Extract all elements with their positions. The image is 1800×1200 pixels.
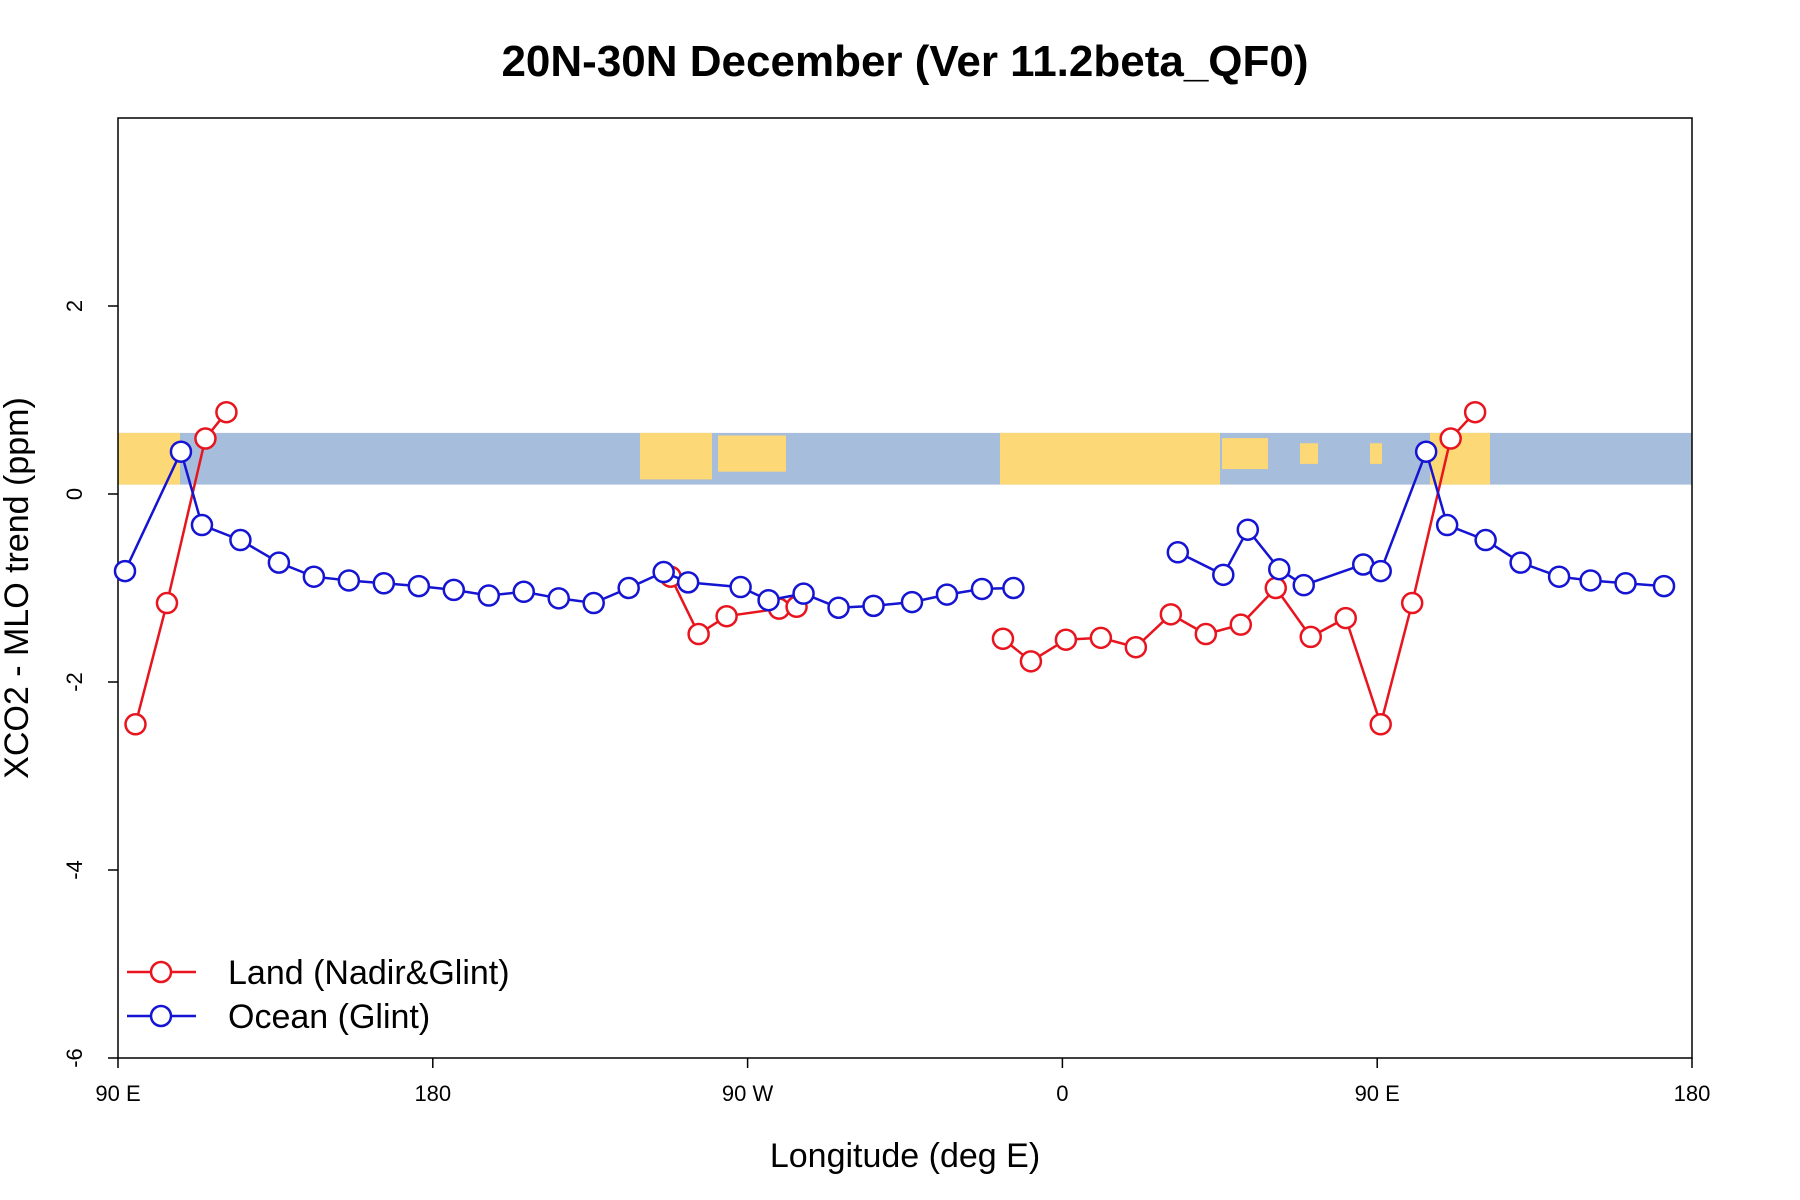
data-point bbox=[512, 580, 535, 604]
data-point bbox=[1435, 513, 1459, 537]
data-point bbox=[407, 574, 431, 598]
map-land-6 bbox=[1370, 443, 1382, 464]
data-point bbox=[617, 576, 640, 600]
map-land-0 bbox=[118, 432, 180, 485]
axes: 90 E 180 90 W 0 90 E 180 2 0 -2 -4 -6 bbox=[62, 300, 1710, 1106]
x-axis-title: Longitude (deg E) bbox=[770, 1137, 1040, 1175]
y-tick-label: 0 bbox=[62, 488, 87, 500]
legend: Land (Nadir&Glint) Ocean (Glint) bbox=[127, 954, 510, 1036]
data-point bbox=[302, 565, 326, 588]
x-tick-label: 180 bbox=[414, 1081, 451, 1106]
data-point bbox=[477, 584, 501, 607]
data-point bbox=[1299, 625, 1322, 649]
data-point bbox=[1166, 541, 1190, 564]
data-point bbox=[1236, 518, 1260, 541]
data-point bbox=[652, 560, 675, 584]
data-point bbox=[1547, 565, 1571, 588]
series-0 bbox=[124, 400, 1487, 736]
data-point bbox=[547, 587, 570, 610]
data-point bbox=[970, 577, 994, 601]
data-point bbox=[729, 575, 752, 599]
data-point bbox=[1264, 576, 1288, 600]
data-point bbox=[1414, 440, 1438, 463]
data-point bbox=[113, 559, 137, 583]
data-point bbox=[1229, 613, 1253, 636]
data-point bbox=[190, 513, 214, 537]
x-tick-label: 90 W bbox=[722, 1081, 774, 1106]
data-point bbox=[1369, 559, 1392, 583]
data-point bbox=[372, 572, 396, 595]
data-point bbox=[1019, 650, 1043, 673]
legend-label: Ocean (Glint) bbox=[228, 998, 430, 1036]
map-land-5 bbox=[1300, 443, 1318, 464]
map-land-2 bbox=[718, 435, 786, 472]
legend-marker bbox=[149, 960, 173, 984]
plot-frame bbox=[117, 117, 1693, 1059]
data-point bbox=[1292, 573, 1315, 597]
data-point bbox=[1124, 635, 1148, 659]
data-point bbox=[1579, 569, 1602, 592]
legend-label: Land (Nadir&Glint) bbox=[228, 954, 510, 992]
data-point bbox=[1614, 572, 1637, 595]
data-point bbox=[1089, 626, 1113, 650]
data-point bbox=[991, 627, 1015, 651]
x-tick-label: 0 bbox=[1056, 1081, 1068, 1106]
x-tick-label: 90 E bbox=[95, 1081, 140, 1106]
data-point bbox=[900, 590, 924, 614]
data-point bbox=[215, 400, 238, 424]
y-tick-label: 2 bbox=[62, 300, 87, 312]
data-point bbox=[1194, 622, 1218, 646]
data-point bbox=[1652, 574, 1676, 598]
y-tick-label: -4 bbox=[62, 860, 87, 880]
data-point bbox=[1054, 628, 1078, 651]
data-point bbox=[757, 588, 780, 612]
series-1 bbox=[113, 440, 1676, 619]
data-point bbox=[1474, 528, 1497, 552]
data-point bbox=[1369, 713, 1392, 736]
x-tick-label: 180 bbox=[1674, 1081, 1711, 1106]
data-point bbox=[124, 713, 147, 736]
data-point bbox=[1159, 603, 1183, 626]
chart-title: 20N-30N December (Ver 11.2beta_QF0) bbox=[501, 37, 1308, 86]
data-point bbox=[827, 596, 850, 619]
data-point bbox=[676, 571, 700, 594]
data-point bbox=[169, 440, 193, 463]
data-point bbox=[337, 569, 361, 592]
data-point bbox=[1439, 427, 1462, 450]
y-axis-title: XCO2 - MLO trend (ppm) bbox=[0, 397, 36, 779]
data-point bbox=[1463, 400, 1487, 424]
map-land-1 bbox=[640, 432, 712, 480]
data-point bbox=[1002, 576, 1025, 600]
data-point bbox=[1400, 591, 1424, 615]
data-point bbox=[687, 622, 710, 646]
data-point bbox=[1334, 606, 1357, 630]
data-point bbox=[582, 591, 605, 615]
data-point bbox=[1509, 551, 1532, 574]
data-point bbox=[1212, 563, 1235, 587]
data-point bbox=[267, 551, 291, 574]
data-point bbox=[792, 582, 815, 605]
data-point bbox=[935, 583, 959, 606]
series-layer bbox=[113, 400, 1676, 736]
data-point bbox=[862, 594, 885, 618]
x-tick-label: 90 E bbox=[1355, 1081, 1400, 1106]
y-tick-label: -6 bbox=[62, 1048, 87, 1068]
data-point bbox=[1268, 557, 1291, 581]
data-point bbox=[229, 528, 252, 552]
y-tick-label: -2 bbox=[62, 672, 87, 692]
legend-marker bbox=[149, 1004, 173, 1028]
data-point bbox=[442, 578, 466, 602]
data-point bbox=[194, 427, 217, 450]
map-land-4 bbox=[1222, 438, 1268, 470]
series-line bbox=[134, 411, 228, 725]
data-point bbox=[155, 591, 179, 615]
map-land-3 bbox=[1000, 432, 1220, 485]
data-point bbox=[715, 604, 738, 628]
